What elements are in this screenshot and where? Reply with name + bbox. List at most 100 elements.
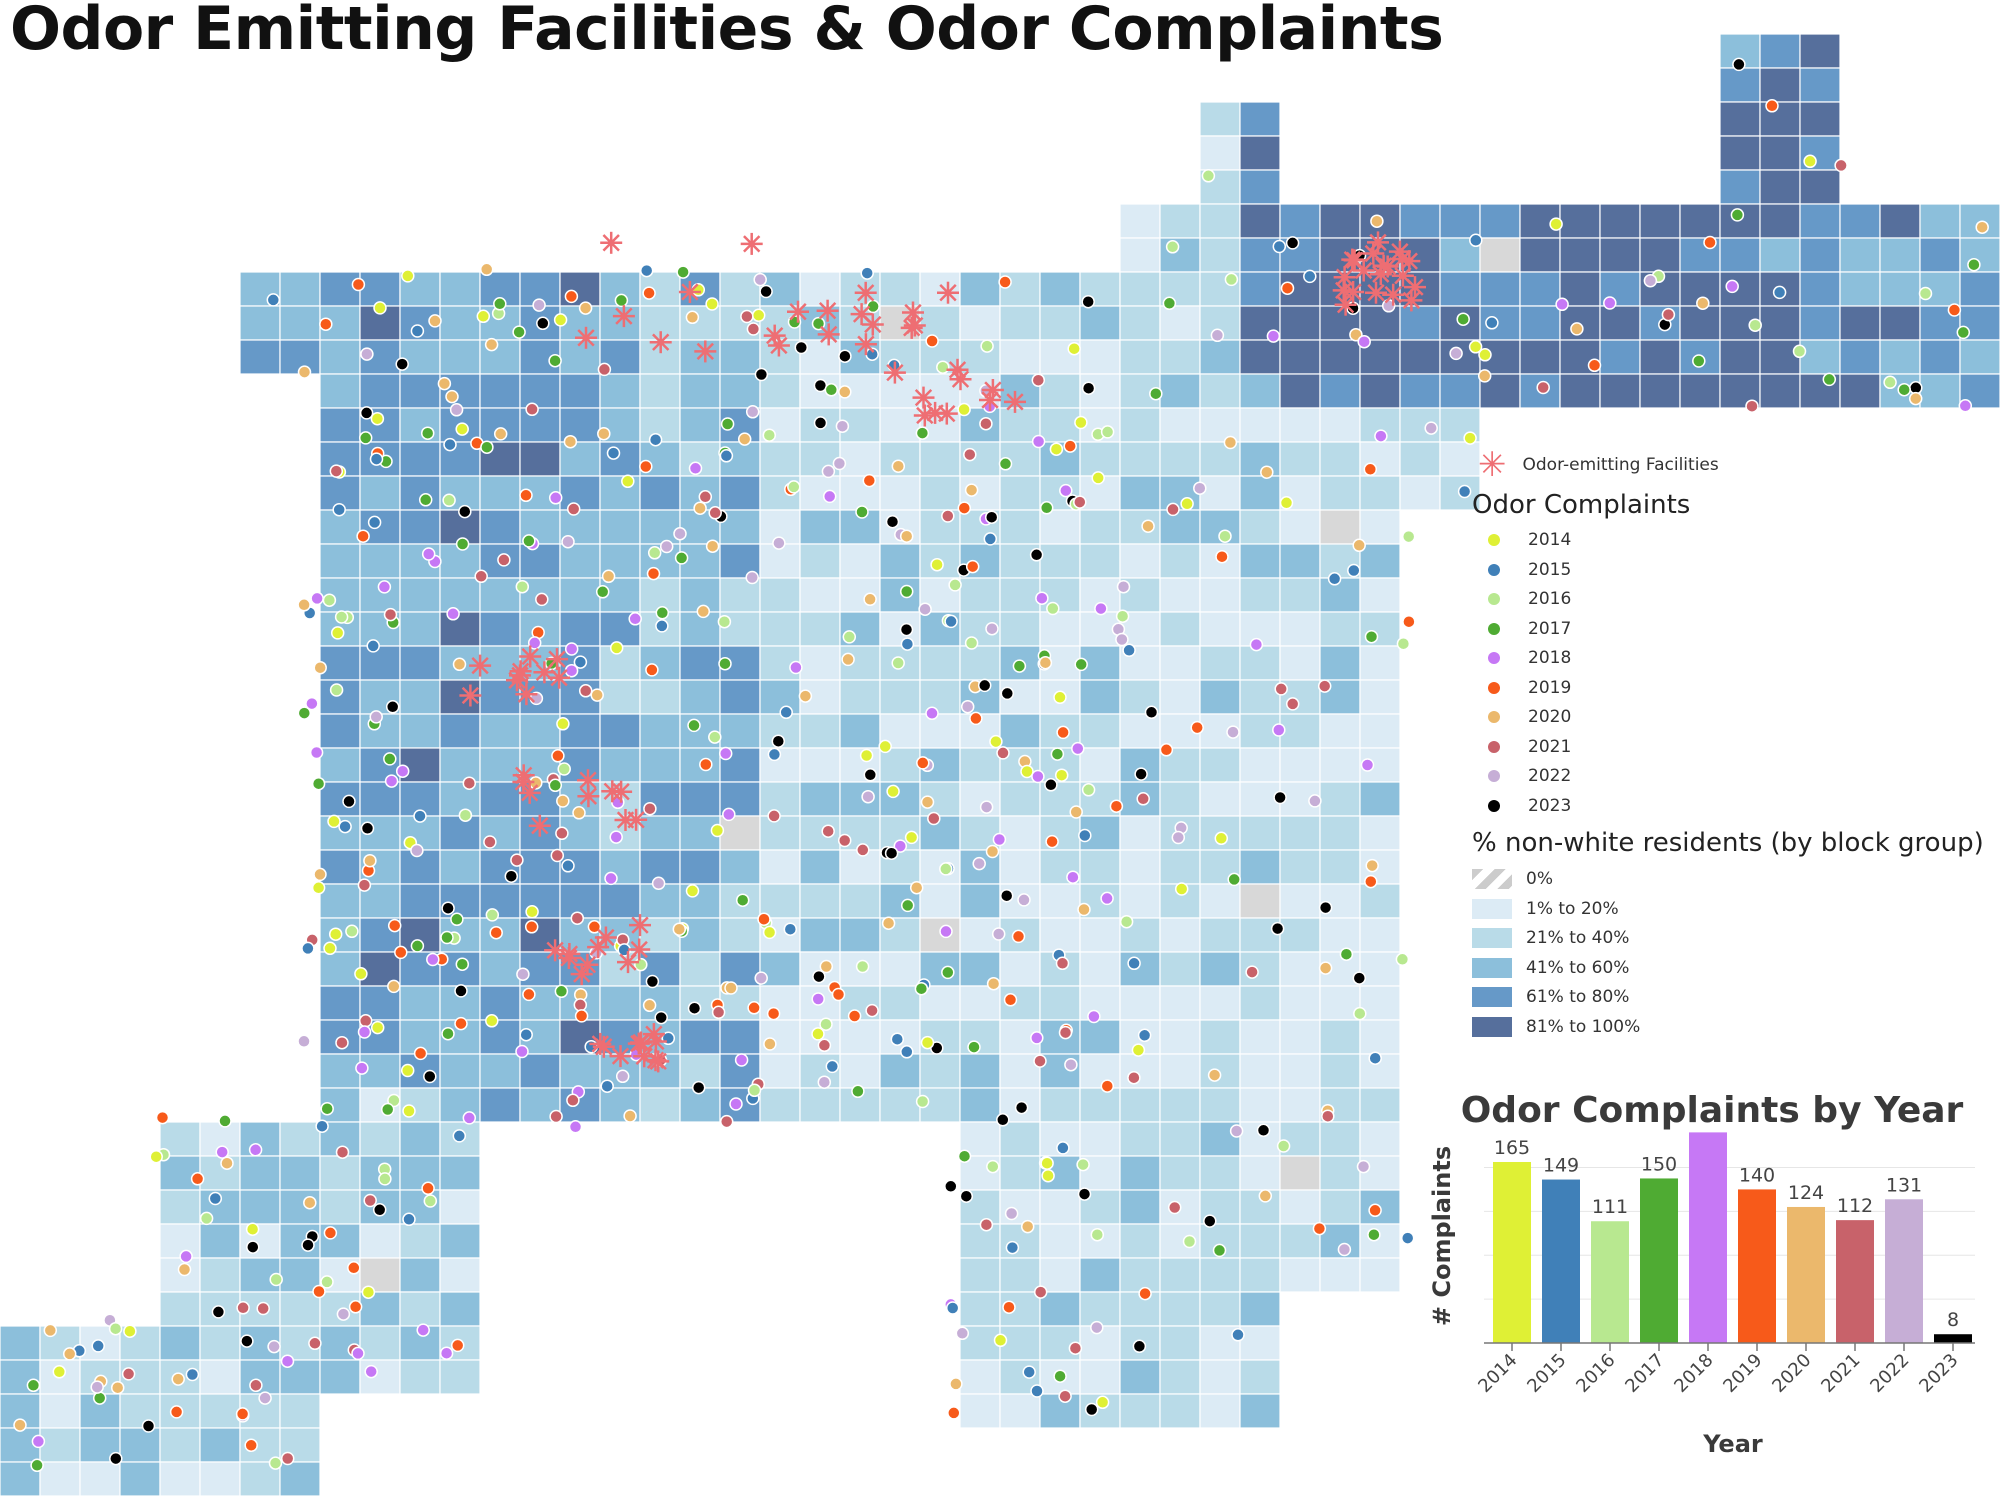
complaint-point [1017, 893, 1031, 907]
block-group [1839, 305, 1881, 341]
complaint-point [1212, 1243, 1227, 1258]
complaint-point [959, 1189, 974, 1203]
block-group [1479, 237, 1521, 273]
complaint-point [1138, 1286, 1152, 1301]
legend-nonwhite-heading: % non-white residents (by block group) [1472, 828, 1984, 858]
complaint-point [1059, 483, 1073, 498]
block-group [39, 1427, 81, 1463]
block-group [1279, 509, 1321, 545]
circle-icon [1488, 711, 1500, 723]
complaint-point [555, 826, 569, 841]
complaint-point [515, 1044, 529, 1059]
complaint-point [948, 578, 962, 592]
block-group [479, 611, 521, 647]
block-group [439, 815, 481, 851]
complaint-point [925, 706, 939, 721]
block-group [399, 1121, 441, 1157]
facility-marker [1334, 293, 1357, 316]
complaint-point [244, 1438, 258, 1453]
block-group [1159, 407, 1201, 443]
complaint-point [787, 480, 801, 494]
complaint-point [980, 339, 994, 353]
block-group [919, 645, 961, 681]
block-group [1279, 645, 1321, 681]
complaint-point [297, 598, 311, 612]
complaint-point [573, 998, 588, 1012]
block-group [999, 1121, 1041, 1157]
block-group [1159, 1053, 1201, 1089]
complaint-point [751, 308, 766, 323]
block-group [439, 1291, 481, 1327]
complaint-point [1159, 743, 1174, 757]
block-group [1319, 611, 1361, 647]
block-group [1079, 509, 1121, 545]
block-group [999, 713, 1041, 749]
complaint-point [384, 774, 399, 788]
circle-icon [1488, 770, 1500, 782]
block-group [1159, 203, 1201, 239]
block-group [1959, 271, 2001, 307]
block-group [1119, 1087, 1161, 1123]
complaint-point [1073, 495, 1087, 509]
block-group [1199, 339, 1241, 375]
block-group [319, 373, 361, 409]
complaint-point [373, 301, 387, 315]
complaint-point [1115, 632, 1129, 647]
block-group [479, 577, 521, 613]
block-group [1199, 101, 1241, 137]
complaint-point [1485, 316, 1499, 330]
complaint-point [1030, 1031, 1044, 1045]
complaint-point [123, 1324, 137, 1338]
complaint-point [1215, 549, 1229, 564]
complaint-point [724, 981, 738, 995]
block-group [279, 1461, 321, 1497]
complaint-point [1273, 790, 1287, 805]
legend-year-label: 2015 [1528, 559, 1572, 580]
block-group [1159, 611, 1201, 647]
complaint-point [449, 403, 464, 417]
block-group [1239, 815, 1281, 851]
complaint-point [753, 272, 767, 287]
block-group [1359, 1257, 1401, 1293]
block-group [359, 543, 401, 579]
block-group [1119, 237, 1161, 273]
facility-marker [1004, 390, 1026, 413]
complaint-point [1031, 434, 1046, 449]
block-group [1119, 271, 1161, 307]
block-group [439, 611, 481, 647]
complaint-point [1958, 399, 1973, 413]
complaint-point [455, 957, 470, 971]
complaint-point [557, 762, 571, 776]
complaint-point [1040, 1156, 1054, 1170]
complaint-point [1603, 296, 1617, 310]
facility-marker [854, 333, 877, 356]
complaint-point [1069, 805, 1083, 819]
complaint-point [1274, 682, 1288, 696]
complaint-point [1317, 679, 1332, 693]
complaint-point [1908, 391, 1923, 406]
block-group [1239, 509, 1281, 545]
block-group [1239, 271, 1281, 307]
complaint-point [421, 1181, 435, 1196]
block-group [719, 713, 761, 749]
block-group [559, 441, 601, 477]
complaint-point [108, 1321, 123, 1336]
complaint-point [480, 440, 494, 454]
complaint-point [947, 1406, 961, 1420]
complaint-point [335, 1035, 349, 1050]
complaint-point [454, 984, 468, 998]
block-group [1319, 577, 1361, 613]
complaint-point [587, 920, 602, 934]
complaint-point [199, 1211, 214, 1226]
complaint-point [779, 705, 793, 720]
complaint-point [1201, 169, 1216, 183]
block-group [1279, 543, 1321, 579]
block-group [1039, 815, 1081, 851]
complaint-point [395, 357, 409, 371]
block-group [1079, 917, 1121, 953]
complaint-point [549, 1109, 563, 1124]
block-group [1599, 373, 1641, 409]
complaint-point [348, 1300, 363, 1314]
block-group [1359, 917, 1401, 953]
block-group [1079, 441, 1121, 477]
